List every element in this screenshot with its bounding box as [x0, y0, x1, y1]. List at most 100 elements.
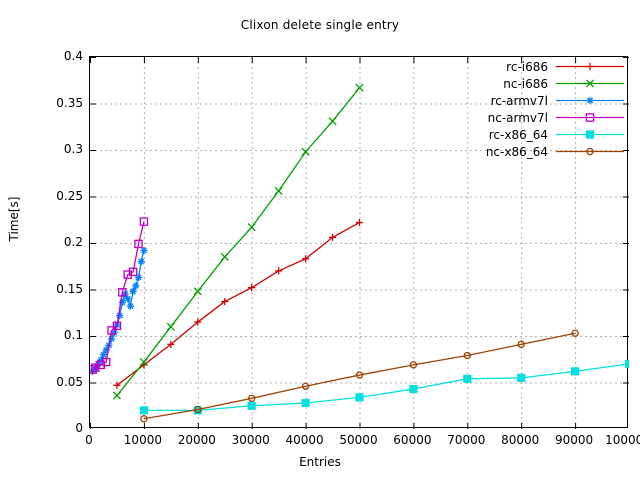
series-line-nc-x86_64	[143, 332, 576, 420]
series-nc-i686	[112, 83, 364, 400]
series-rc-i686	[113, 218, 364, 389]
marker-cross	[355, 83, 364, 92]
y-tick-label: 0.3	[63, 142, 83, 156]
legend-sample-svg	[556, 130, 624, 139]
legend-sample	[556, 113, 624, 122]
marker-circle-open	[586, 147, 594, 156]
marker-cross	[166, 322, 175, 331]
marker-circle-open	[140, 415, 148, 423]
marker-square-filled	[517, 373, 526, 382]
marker-square-open	[118, 288, 127, 297]
marker-square-filled	[585, 130, 595, 139]
x-tick-label: 20000	[177, 433, 216, 447]
legend-sample	[556, 79, 624, 88]
legend-sample	[556, 62, 624, 71]
marker-square-filled	[247, 401, 256, 410]
legend-sample-svg	[556, 113, 624, 122]
x-tick-label: 80000	[501, 433, 540, 447]
marker-star	[132, 282, 139, 289]
marker-square-open	[112, 321, 122, 331]
plot-svg	[90, 57, 629, 429]
marker-cross	[247, 223, 256, 232]
legend-sample	[556, 130, 624, 139]
legend-swatch-rc-i686	[554, 58, 626, 75]
marker-cross	[301, 147, 310, 156]
legend-label: nc-armv7l	[487, 110, 548, 125]
marker-square-open	[134, 239, 143, 249]
y-tick-label: 0.2	[63, 235, 83, 249]
marker-star	[135, 274, 142, 281]
marker-square-filled	[571, 367, 580, 376]
legend-sample-svg	[556, 79, 624, 88]
marker-star	[124, 295, 131, 302]
marker-cross	[112, 391, 122, 400]
marker-cross	[274, 186, 283, 195]
marker-square-open	[139, 217, 149, 226]
marker-cross	[220, 252, 229, 262]
legend-swatch-nc-armv7l	[554, 109, 626, 126]
x-tick-label: 50000	[339, 433, 378, 447]
legend-swatch-nc-x86_64	[554, 143, 626, 160]
x-tick-label: 40000	[285, 433, 324, 447]
legend-item-rc-i686: rc-i686	[438, 58, 626, 75]
marker-square-open	[123, 270, 132, 279]
legend-label: rc-armv7l	[490, 93, 548, 108]
marker-star	[586, 97, 594, 104]
legend-item-nc-i686: nc-i686	[438, 75, 626, 92]
marker-cross	[328, 117, 337, 126]
y-tick-label: 0	[75, 421, 83, 435]
x-tick-label: 30000	[231, 433, 270, 447]
series-line-nc-i686	[116, 87, 361, 396]
marker-star	[100, 351, 107, 358]
legend-sample-svg	[556, 62, 624, 71]
x-tick-label: 70000	[447, 433, 486, 447]
legend-swatch-nc-i686	[554, 75, 626, 92]
plot-area	[89, 56, 629, 429]
y-tick-label: 0.1	[63, 328, 83, 342]
marker-star	[138, 258, 145, 265]
legend-item-rc-armv7l: rc-armv7l	[438, 92, 626, 109]
marker-square-filled	[301, 398, 310, 408]
marker-circle-open	[463, 351, 472, 360]
marker-circle-open	[247, 394, 256, 403]
marker-square-filled	[409, 384, 418, 394]
marker-square-open	[585, 113, 595, 122]
legend-sample	[556, 96, 624, 105]
legend-label: nc-i686	[503, 76, 548, 91]
legend-swatch-rc-x86_64	[554, 126, 626, 143]
marker-circle-open	[571, 329, 579, 337]
marker-cross	[193, 287, 202, 296]
marker-star	[127, 303, 134, 310]
legend-sample	[556, 147, 624, 156]
marker-square-filled	[463, 374, 472, 383]
x-tick-label: 60000	[393, 433, 432, 447]
legend-item-nc-armv7l: nc-armv7l	[438, 109, 626, 126]
y-axis-label: Time[s]	[7, 196, 21, 242]
marker-circle-open	[409, 361, 418, 369]
chart-legend: rc-i686 nc-i686 rc-armv7l nc-armv7l rc-x86_6…	[438, 58, 626, 160]
y-tick-label: 0.35	[56, 95, 83, 110]
series-nc-armv7l	[90, 217, 149, 374]
legend-label: rc-i686	[506, 59, 548, 74]
x-tick-label: 90000	[555, 433, 594, 447]
marker-square-filled	[355, 393, 364, 402]
legend-item-rc-x86_64: rc-x86_64	[438, 126, 626, 143]
marker-circle-open	[355, 371, 364, 379]
marker-cross	[585, 79, 595, 88]
chart-title: Clixon delete single entry	[240, 18, 400, 32]
marker-square-open	[90, 365, 97, 374]
y-tick-label: 0.25	[56, 188, 83, 203]
y-tick-label: 0.15	[56, 281, 83, 296]
x-axis-label: Entries	[299, 455, 341, 469]
marker-cross	[139, 357, 148, 367]
marker-circle-open	[517, 340, 525, 349]
y-tick-label: 0.4	[63, 49, 83, 63]
series-line-rc-i686	[116, 221, 360, 386]
tick-marks	[90, 57, 629, 429]
y-tick-label: 0.05	[56, 374, 83, 389]
legend-item-nc-x86_64: nc-x86_64	[438, 143, 626, 160]
series-nc-x86_64	[140, 329, 579, 423]
legend-label: nc-x86_64	[485, 144, 548, 159]
x-tick-label: 100000	[605, 433, 640, 447]
